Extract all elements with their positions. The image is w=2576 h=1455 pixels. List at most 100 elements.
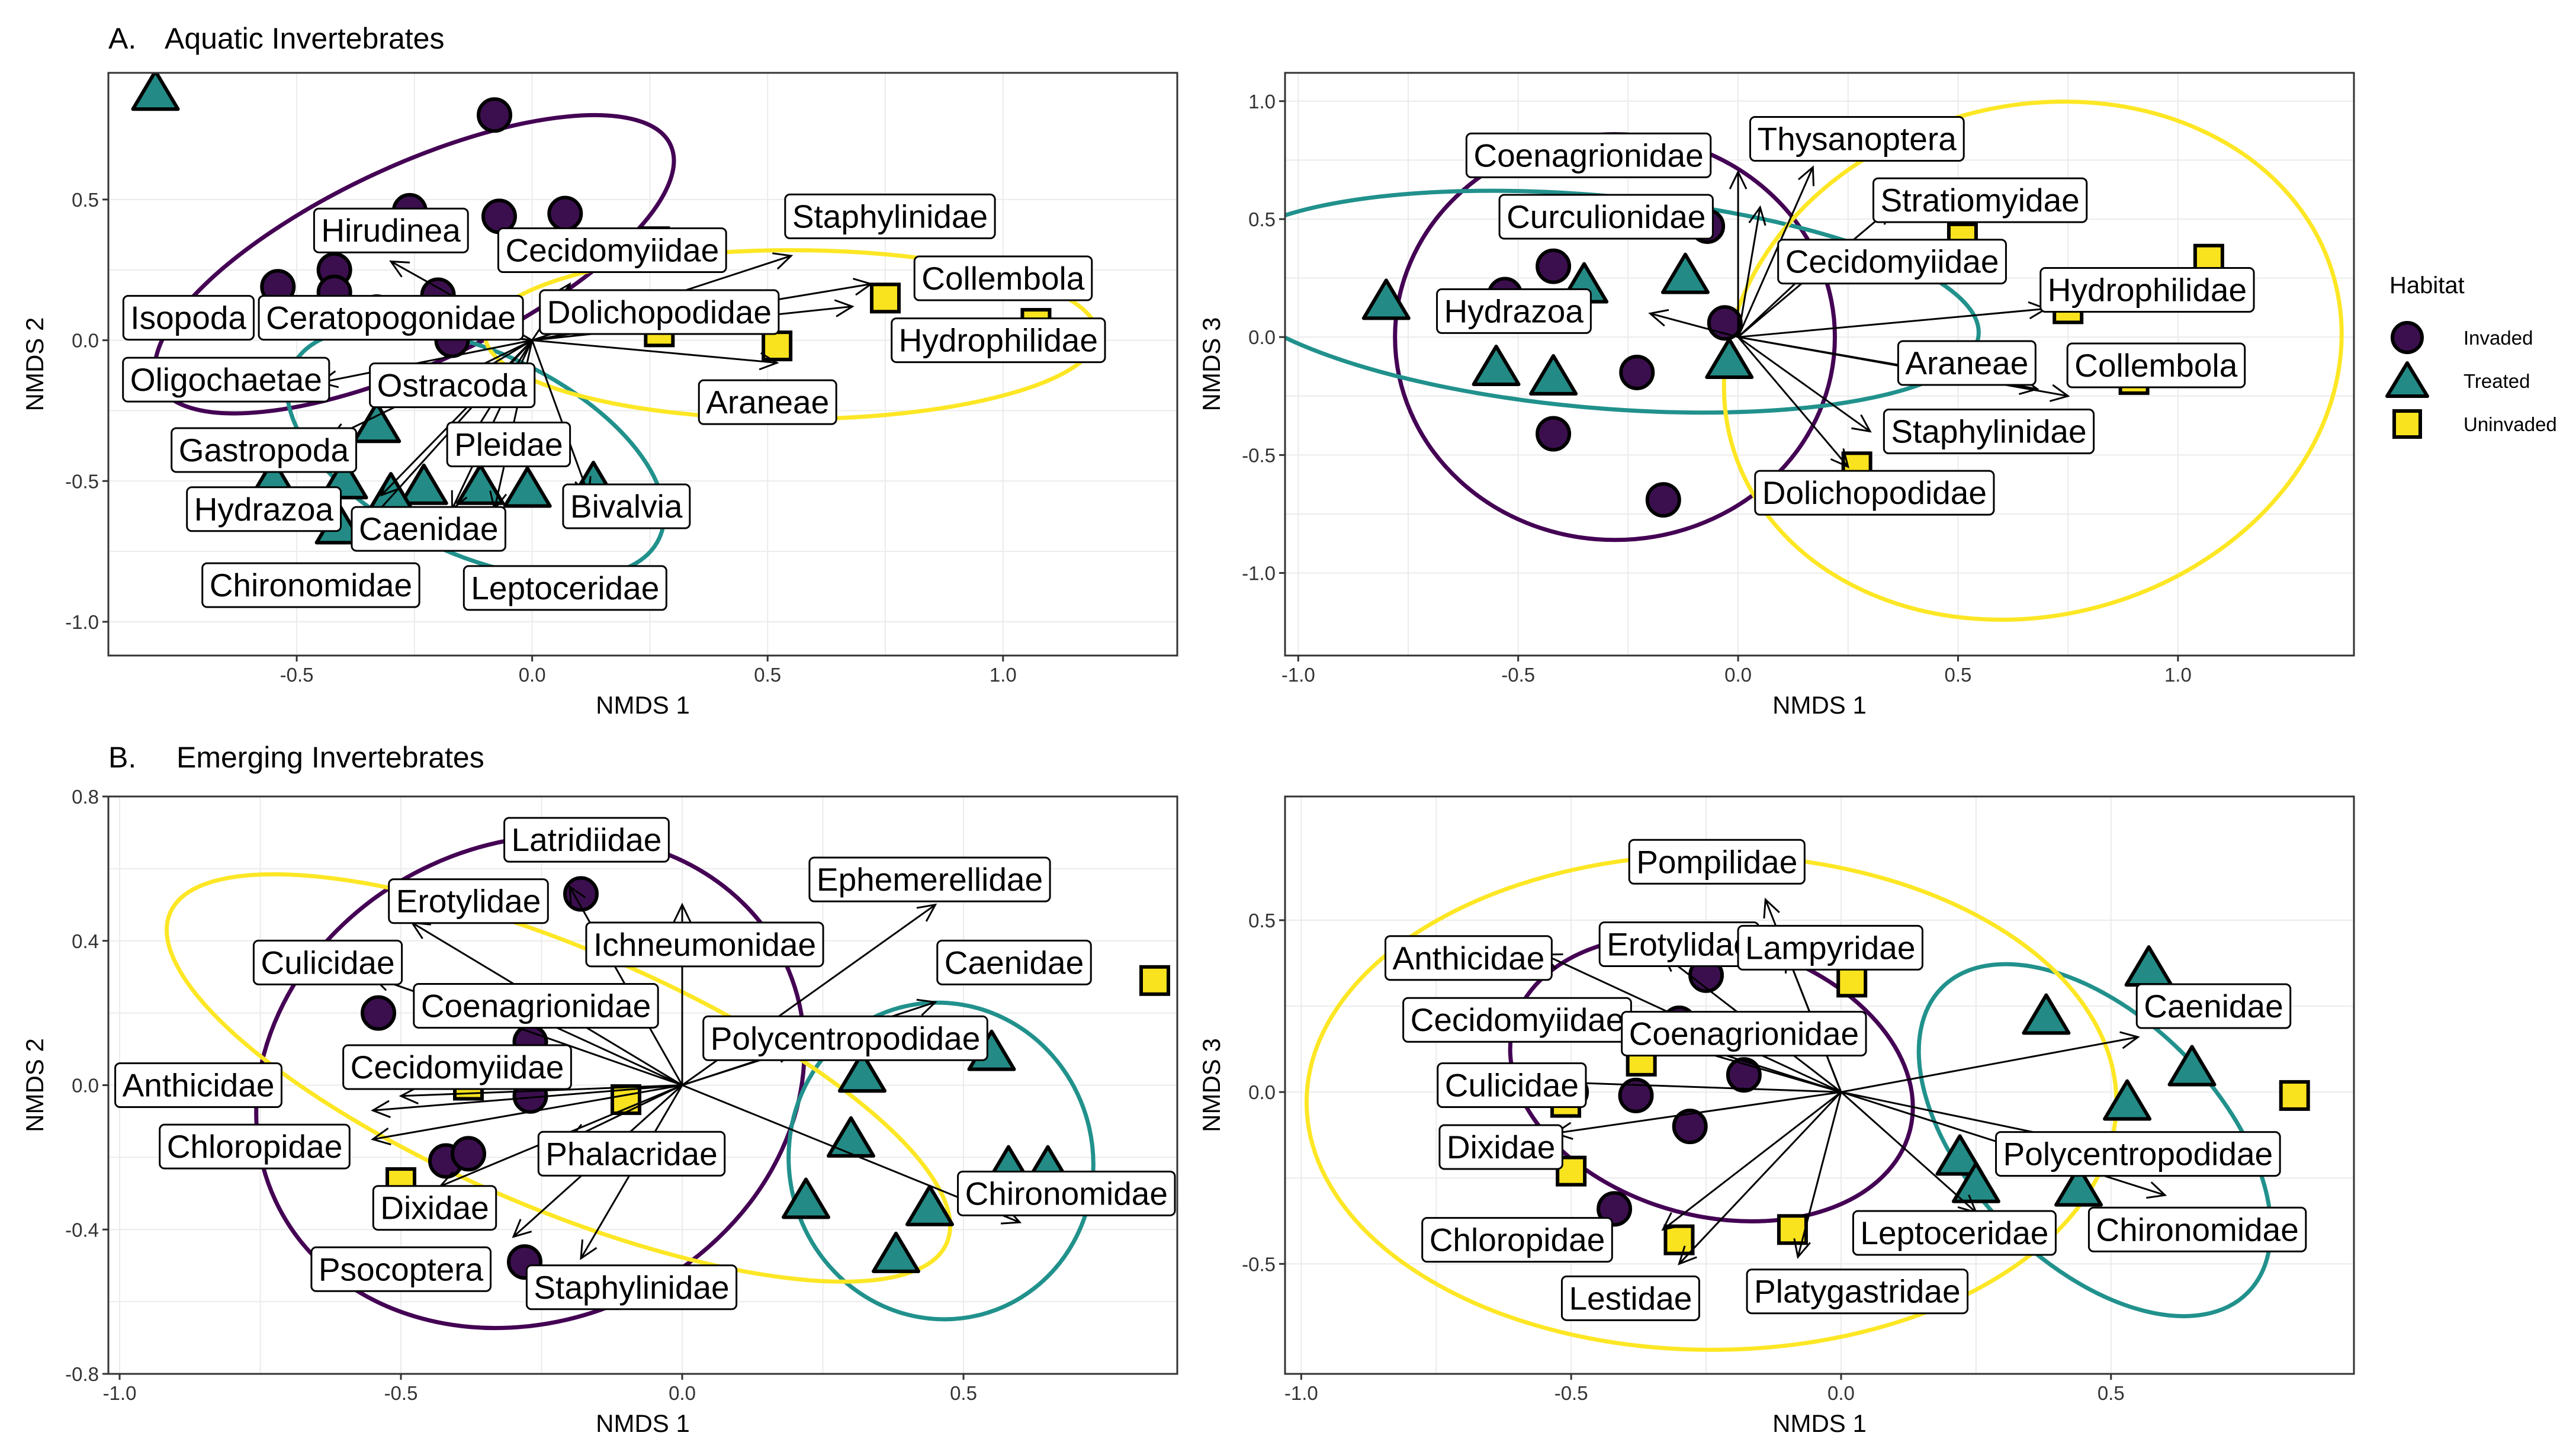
vector-label-box: [913, 255, 1093, 301]
vector-label: Anthicidae: [114, 1062, 282, 1108]
point-uninvaded: [1777, 1214, 1808, 1245]
vector-arrowhead: [1798, 165, 1814, 187]
legend: Habitat Invaded Treated Uninvaded: [2385, 272, 2557, 439]
vector-label-box: [122, 356, 330, 403]
vector-arrowhead: [772, 252, 794, 270]
vector-label-text: Erotylidae: [396, 883, 541, 920]
vector-label-box: [698, 379, 837, 425]
vector-label-text: Staphylinidae: [1891, 413, 2086, 450]
vector-label-box: [2135, 983, 2292, 1029]
vector-line: [1737, 336, 1871, 432]
vector-label: Ichneumonidae: [585, 921, 824, 968]
vector-label-text: Coenagrionidae: [421, 987, 651, 1024]
vector-arrowhead: [1661, 1212, 1682, 1231]
section-a-title: Aquatic Invertebrates: [165, 22, 445, 55]
vector-label: Dolichopodidae: [539, 289, 780, 335]
vector-label: Dixidae: [1438, 1124, 1563, 1170]
point-treated: [399, 463, 448, 505]
y-tick-label: -0.5: [65, 470, 99, 492]
vector-label-text: Dolichopodidae: [1762, 474, 1987, 511]
x-tick-label: 0.5: [2098, 1382, 2125, 1404]
vector-label-box: [369, 362, 536, 409]
point-treated: [1529, 354, 1578, 396]
vector-label-box: [372, 1185, 497, 1231]
vector-label-text: Platygastridae: [1754, 1273, 1961, 1310]
plot-panel-4: Pompilidae Anthicidae ErotylidaeLampyridae…: [1197, 795, 2355, 1437]
vector-label-text: Collembola: [921, 260, 1085, 297]
vector-line: [531, 340, 590, 496]
vector-label-box: [539, 289, 780, 335]
vector-label-text: Hirudinea: [321, 212, 461, 249]
vector-line: [1737, 166, 1814, 338]
plot-panel-1: Hirudinea Cecidomyiidae Staphylinidae Colle…: [21, 72, 1178, 719]
vector-line: [372, 1084, 683, 1112]
vector-labels: Hirudinea Cecidomyiidae Staphylinidae Colle…: [122, 193, 1106, 611]
vector-label-box: [252, 939, 403, 985]
vector-label: Ceratopogonidae: [258, 295, 524, 341]
x-tick-label: -1.0: [1281, 664, 1315, 686]
vector-label: Lestidae: [1560, 1275, 1700, 1321]
vector-label-box: [936, 939, 1092, 985]
vector-label-text: Lampyridae: [1745, 929, 1915, 966]
section-b-title: Emerging Invertebrates: [176, 741, 484, 774]
vector-label-box: [201, 562, 420, 608]
point-invaded: [1672, 1109, 1708, 1145]
vector-label-text: Chironomidae: [2096, 1211, 2298, 1248]
y-tick-label: -0.4: [65, 1219, 99, 1241]
vector-arrowhead: [512, 1219, 532, 1238]
vector-label-box: [503, 817, 670, 863]
vector-label: Polycentropodidae: [1995, 1131, 2281, 1177]
vector-label-box: [1498, 194, 1714, 240]
vector-arrowhead: [371, 1100, 391, 1119]
vector-label-box: [1754, 470, 1995, 516]
x-tick-label: -1.0: [1284, 1382, 1318, 1404]
vector-arrowhead: [1763, 897, 1780, 919]
legend-invaded-label: Invaded: [2463, 327, 2533, 349]
vector-label-box: [1852, 1210, 2057, 1256]
vector-label-text: Coenagrionidae: [1473, 137, 1703, 174]
vector-label-text: Hydrazoa: [1444, 293, 1584, 329]
vector-label: Coenagrionidae: [1465, 132, 1712, 178]
vector-line: [1737, 336, 1849, 468]
vector-label: Pompilidae: [1628, 839, 1806, 885]
vector-label: Latridiidae: [503, 817, 670, 863]
vector-arrowhead: [1729, 169, 1748, 189]
vector-line: [1737, 207, 1761, 338]
vector-labels: Pompilidae Anthicidae ErotylidaeLampyridae…: [1385, 839, 2307, 1321]
vector-label: Chloropidae: [1421, 1217, 1613, 1263]
vector-label-box: [413, 982, 659, 1029]
vector-arrowhead: [834, 299, 855, 317]
vector-label: Dolichopodidae: [1754, 470, 1995, 516]
vector-arrowhead: [673, 902, 692, 923]
vector-label-text: Latridiidae: [512, 821, 662, 858]
vector-label-box: [1465, 132, 1712, 178]
vector-label-box: [1746, 1268, 1969, 1315]
y-tick-label: -0.5: [1242, 444, 1276, 466]
vector-label-text: Polycentropodidae: [711, 1020, 981, 1056]
vector-label-text: Caenidae: [359, 510, 498, 547]
vector-arrowhead: [916, 998, 937, 1016]
y-axis-title: NMDS 2: [21, 317, 49, 412]
vector-label: Staphylinidae: [525, 1264, 738, 1311]
section-b-letter: B.: [108, 741, 136, 774]
y-tick-label: 0.8: [72, 786, 99, 808]
vector-label-text: Chloropidae: [1430, 1222, 1605, 1258]
vector-label-text: Dolichopodidae: [547, 294, 772, 330]
legend-item-invaded: Invaded: [2391, 321, 2533, 354]
vector-label-text: Staphylinidae: [792, 198, 988, 235]
y-tick-label: -1.0: [1242, 563, 1276, 584]
x-axis-title: NMDS 1: [1772, 1409, 1867, 1437]
vector-label-text: Coenagrionidae: [1629, 1015, 1859, 1052]
vector-line: [532, 339, 778, 364]
vector-label: Staphylinidae: [1883, 409, 2095, 455]
vector-label: Caenidae: [351, 506, 506, 552]
vector-arrowhead: [916, 903, 937, 922]
vector-label-text: Cecidomyiidae: [1785, 243, 1999, 280]
y-tick-label: -0.8: [65, 1363, 99, 1385]
vector-label: Cecidomyiidae: [1777, 239, 2007, 285]
vector-label: Cecidomyiidae: [342, 1044, 572, 1090]
x-tick-label: -1.0: [103, 1382, 137, 1404]
vector-label: Chironomidae: [957, 1170, 1176, 1216]
vector-label-box: [891, 317, 1106, 364]
